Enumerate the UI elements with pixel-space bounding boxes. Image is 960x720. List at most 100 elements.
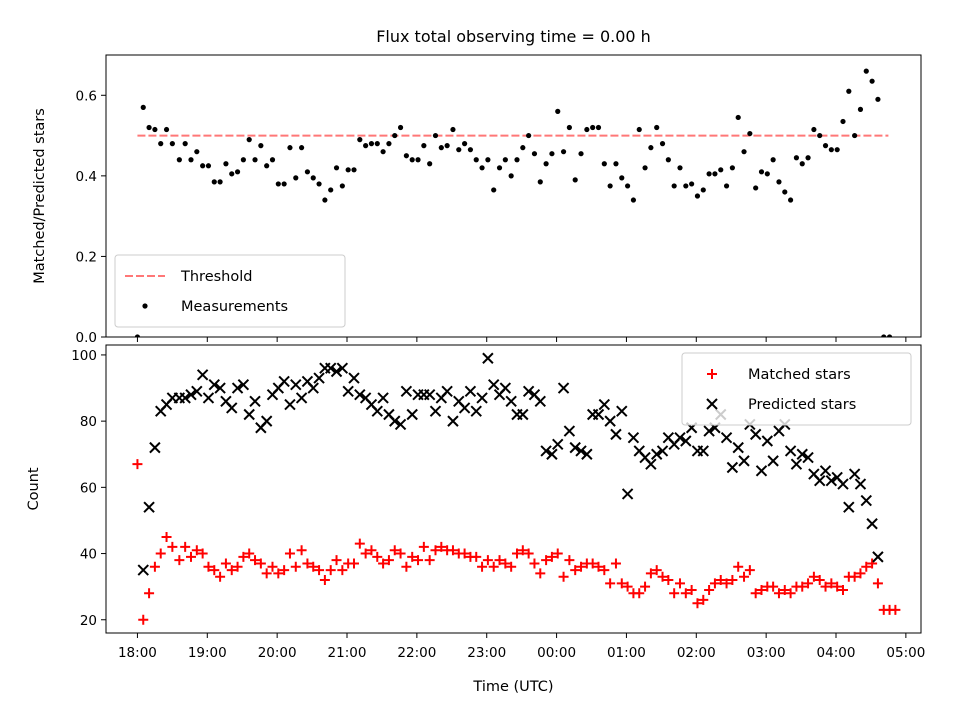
data-point bbox=[447, 545, 458, 556]
data-point bbox=[698, 594, 709, 605]
data-point bbox=[657, 571, 668, 582]
data-point bbox=[665, 157, 671, 163]
data-point bbox=[776, 179, 782, 185]
data-point bbox=[269, 157, 276, 163]
data-point bbox=[546, 551, 557, 562]
data-point bbox=[753, 185, 759, 191]
data-point bbox=[348, 372, 360, 384]
data-point bbox=[161, 532, 172, 542]
data-point bbox=[182, 141, 188, 147]
data-point bbox=[377, 392, 389, 404]
data-point bbox=[342, 385, 354, 398]
data-point bbox=[374, 141, 380, 147]
data-point bbox=[855, 568, 866, 579]
data-point bbox=[473, 157, 479, 163]
data-point bbox=[229, 171, 235, 177]
data-point bbox=[354, 538, 365, 549]
data-point bbox=[598, 398, 611, 411]
data-point bbox=[720, 431, 733, 444]
data-point bbox=[694, 193, 701, 199]
data-point bbox=[167, 541, 178, 552]
data-point bbox=[803, 578, 814, 589]
data-point bbox=[590, 124, 596, 131]
data-point bbox=[494, 555, 505, 566]
data-point bbox=[279, 565, 290, 576]
data-point bbox=[541, 555, 552, 566]
data-point bbox=[304, 169, 311, 175]
data-point bbox=[496, 165, 503, 171]
data-point bbox=[852, 132, 858, 139]
chart-title: Flux total observing time = 0.00 h bbox=[376, 27, 651, 46]
data-point bbox=[523, 548, 534, 559]
data-point bbox=[423, 388, 436, 401]
data-point bbox=[447, 415, 459, 427]
data-point bbox=[196, 369, 209, 381]
data-point bbox=[750, 588, 761, 599]
data-point bbox=[400, 385, 413, 398]
data-point bbox=[616, 405, 628, 417]
data-point bbox=[336, 362, 349, 374]
y-axis-label: Count bbox=[26, 467, 42, 510]
data-point bbox=[817, 132, 823, 139]
data-point bbox=[630, 197, 637, 203]
data-point bbox=[651, 565, 662, 576]
data-point bbox=[552, 548, 563, 559]
data-point bbox=[605, 578, 616, 589]
data-point bbox=[526, 132, 532, 139]
data-point bbox=[424, 555, 435, 566]
data-point bbox=[471, 551, 482, 562]
data-point bbox=[610, 558, 621, 569]
data-point bbox=[295, 392, 308, 404]
data-point bbox=[191, 385, 203, 398]
data-point bbox=[389, 415, 401, 427]
data-point bbox=[200, 163, 206, 169]
legend-label: Matched stars bbox=[748, 367, 851, 383]
data-point bbox=[314, 565, 325, 576]
series-predicted-stars bbox=[137, 352, 884, 576]
x-tick-label: 05:00 bbox=[886, 645, 925, 661]
data-point bbox=[680, 435, 692, 447]
data-point bbox=[284, 548, 295, 559]
data-point bbox=[383, 555, 394, 566]
x-tick-label: 22:00 bbox=[397, 645, 436, 661]
data-point bbox=[677, 165, 683, 171]
data-point bbox=[220, 558, 231, 569]
data-point bbox=[281, 181, 287, 187]
data-point bbox=[814, 575, 825, 586]
data-point bbox=[625, 183, 631, 189]
data-point bbox=[715, 575, 726, 586]
data-point bbox=[371, 405, 383, 417]
data-point bbox=[837, 584, 848, 595]
data-point bbox=[351, 167, 357, 173]
data-point bbox=[669, 588, 680, 599]
data-point bbox=[337, 565, 348, 576]
data-point bbox=[744, 565, 755, 576]
data-point bbox=[729, 165, 735, 171]
data-point bbox=[264, 163, 270, 169]
data-point bbox=[366, 545, 377, 556]
data-point bbox=[645, 458, 657, 470]
data-point bbox=[249, 395, 261, 407]
data-point bbox=[890, 604, 901, 615]
data-point bbox=[619, 175, 625, 181]
data-point bbox=[144, 588, 155, 599]
data-point bbox=[797, 581, 808, 592]
series-matched-stars bbox=[132, 459, 901, 625]
data-point bbox=[531, 151, 538, 157]
data-point bbox=[790, 458, 803, 470]
data-point bbox=[209, 565, 220, 576]
data-point bbox=[260, 415, 273, 427]
x-tick-label: 19:00 bbox=[188, 645, 227, 661]
data-point bbox=[397, 124, 404, 131]
data-point bbox=[581, 448, 593, 460]
data-point bbox=[709, 578, 720, 589]
data-point bbox=[592, 408, 605, 421]
data-point bbox=[158, 141, 164, 147]
data-point bbox=[819, 465, 832, 477]
data-point bbox=[427, 161, 433, 167]
data-point bbox=[403, 153, 409, 159]
data-point bbox=[671, 183, 677, 189]
data-point bbox=[621, 488, 634, 500]
data-point bbox=[640, 581, 651, 592]
data-point bbox=[415, 157, 421, 163]
